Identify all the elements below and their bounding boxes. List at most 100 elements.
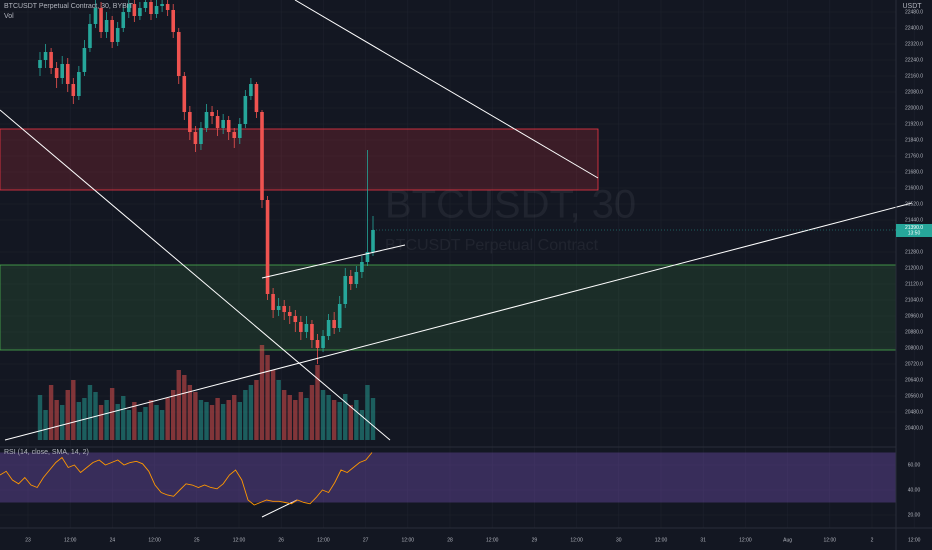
volume-bar [65,390,70,440]
y-tick-label: 22240.0 [905,57,923,63]
volume-bar [232,395,237,440]
y-tick-label: 20800.0 [905,345,923,351]
last-price-box [896,224,932,237]
candle-body [132,4,137,16]
y-tick-label: 20880.0 [905,329,923,335]
y-tick-label: 21280.0 [905,249,923,255]
volume-bar [215,398,220,440]
volume-bar [109,388,115,440]
volume-bar [154,405,159,440]
y-tick-label: 21840.0 [905,137,923,143]
volume-bar [54,400,59,440]
volume-bar [298,392,304,440]
candle-body [176,32,181,76]
volume-bar [182,375,187,440]
candle-body [310,324,314,340]
volume-bar [137,412,143,440]
watermark-sub: BTCUSDT Perpetual Contract [385,237,599,254]
trend-line [294,0,599,179]
candle-body [193,132,198,144]
countdown: 13:50 [908,230,921,236]
volume-bar [365,385,370,440]
trend-line [261,244,406,279]
x-tick-label: 26 [278,537,284,543]
y-tick-label: 21520.0 [905,201,923,207]
x-tick-label: 12:00 [824,537,837,543]
volume-label: Vol [4,13,14,20]
y-tick-label: 22400.0 [905,25,923,31]
candle-body [154,6,159,14]
candle-body [210,112,214,116]
volume-bar [259,345,265,440]
candle-body [276,306,281,310]
currency: USDT [902,3,922,10]
candle-body [138,8,142,16]
y-tick-label: 21680.0 [905,169,923,175]
candle-body [354,272,359,284]
volume-bar [320,390,326,440]
x-tick-label: 12:00 [402,537,415,543]
candle-body [315,340,320,348]
candle-body [77,72,81,96]
volume-bar [282,390,287,440]
last-price-label: 21390.0 [905,225,923,231]
y-tick-label: 22160.0 [905,73,923,79]
candle-body [99,8,103,32]
x-tick-label: 2 [871,537,874,543]
volume-bar [132,402,137,440]
candle-body [171,10,175,32]
y-tick-label: 21040.0 [905,297,923,303]
candle-body [182,76,187,112]
candle-body [38,60,42,68]
volume-bar [37,395,43,440]
y-tick-label: 20720.0 [905,361,923,367]
candle-body [365,252,370,262]
volume-bar [248,385,254,440]
x-tick-label: 12:00 [570,537,583,543]
volume-bar [354,400,359,440]
volume-bar [220,404,226,440]
candle-body [332,320,336,328]
candle-body [243,96,248,124]
rsi-band [0,452,896,503]
volume-bar [226,400,231,440]
y-tick-label: 21920.0 [905,121,923,127]
volume-bar [115,404,120,440]
y-tick-label: 21120.0 [905,281,923,287]
x-tick-label: 31 [700,537,706,543]
x-tick-label: 12:00 [908,537,921,543]
candle-body [43,52,48,60]
volume-bar [370,398,376,440]
candle-body [215,116,220,128]
candle-body [232,132,237,138]
candle-body [287,312,292,316]
x-tick-label: 12:00 [233,537,246,543]
volume-bar [315,365,320,440]
rsi-tick-label: 40.00 [908,487,921,493]
volume-bar [204,402,209,440]
volume-bar [331,400,337,440]
x-tick-label: 30 [616,537,622,543]
volume-bar [126,410,131,440]
candle-body [165,4,170,10]
candle-body [299,322,303,332]
candle-body [260,112,264,200]
candle-body [371,230,375,252]
x-tick-label: 28 [447,537,453,543]
candle-body [265,200,270,294]
resistance-zone [0,128,599,191]
candle-body [127,4,131,12]
x-tick-label: 27 [363,537,369,543]
x-tick-label: Aug [783,537,792,543]
y-tick-label: 21760.0 [905,153,923,159]
candle-body [293,316,298,322]
x-tick-label: 29 [532,537,538,543]
candle-body [204,112,209,128]
volume-bar [254,380,259,440]
candle-body [199,128,203,144]
volume-bar [193,392,198,440]
volume-bar [165,398,170,440]
candle-body [71,84,76,96]
